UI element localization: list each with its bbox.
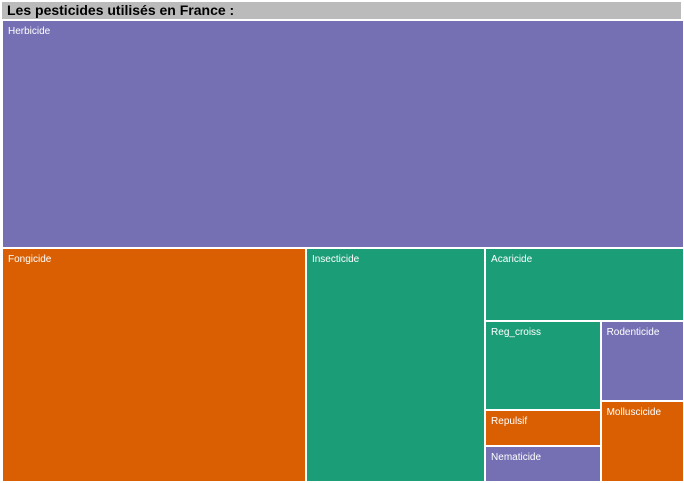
chart-title: Les pesticides utilisés en France :	[7, 2, 235, 18]
treemap-cell-reg-croiss: Reg_croiss	[485, 320, 601, 411]
treemap-cell-rodenticide: Rodenticide	[600, 320, 684, 402]
treemap-cell-herbicide: Herbicide	[2, 20, 684, 248]
treemap-cell-repulsif: Repulsif	[485, 410, 601, 447]
treemap-label-nematicide: Nematicide	[491, 452, 542, 464]
treemap-label-repulsif: Repulsif	[491, 416, 528, 428]
treemap-cell-insecticide: Insecticide	[305, 247, 486, 482]
treemap-label-molluscicide: Molluscicide	[606, 407, 662, 419]
treemap-label-herbicide: Herbicide	[8, 26, 51, 37]
treemap-label-fongicide: Fongicide	[8, 253, 52, 265]
treemap-label-acaricide: Acaricide	[491, 253, 533, 265]
chart-title-bar: Les pesticides utilisés en France :	[2, 2, 681, 19]
treemap-cell-molluscicide: Molluscicide	[600, 401, 684, 482]
treemap-label-reg-croiss: Reg_croiss	[491, 326, 542, 338]
treemap-cell-fongicide: Fongicide	[2, 247, 306, 482]
treemap-cell-acaricide: Acaricide	[485, 247, 684, 321]
treemap-label-rodenticide: Rodenticide	[606, 326, 660, 338]
treemap-label-insecticide: Insecticide	[311, 253, 360, 265]
treemap-cell-nematicide: Nematicide	[485, 446, 601, 482]
